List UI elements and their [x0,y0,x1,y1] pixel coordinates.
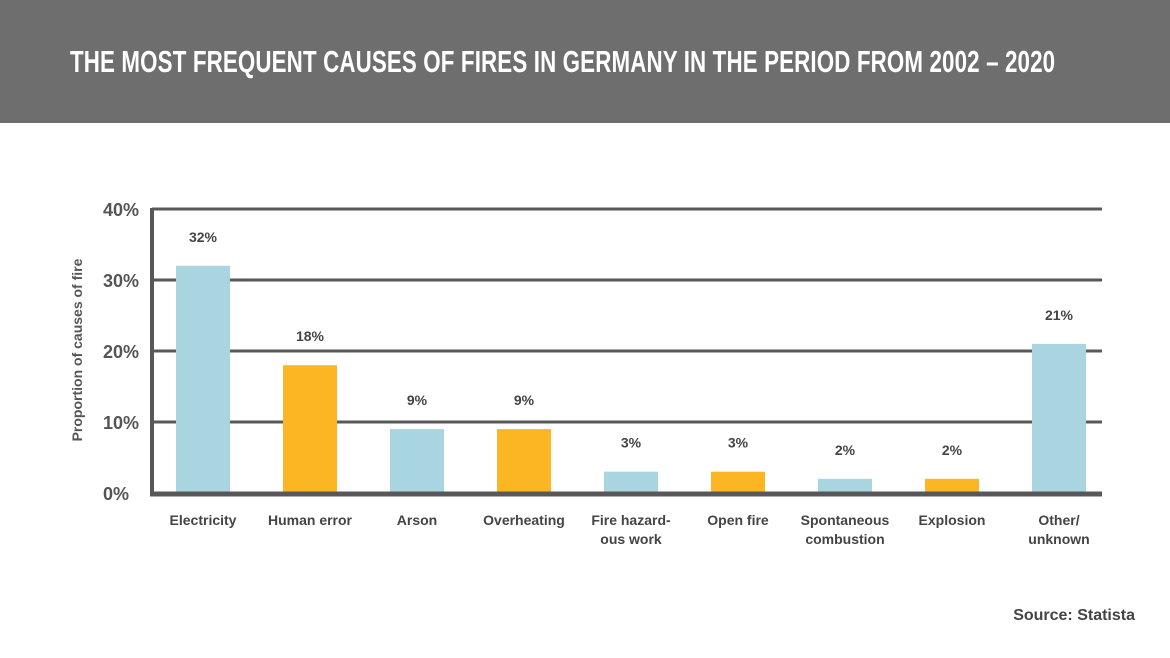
y-tick-label: 20% [103,342,139,362]
x-tick-label: ous work [600,531,662,547]
data-label: 9% [407,392,428,408]
y-tick-label: 30% [103,271,139,291]
bar [604,471,658,493]
bar [1032,343,1086,493]
data-label: 32% [189,229,218,245]
y-tick-label: 40% [103,200,139,220]
data-label: 2% [942,442,963,458]
x-tick-label: Electricity [170,512,237,528]
x-tick-label: Human error [268,512,353,528]
data-label: 2% [835,442,856,458]
x-tick-label: combustion [805,531,884,547]
x-tick-label: Open fire [707,512,769,528]
x-tick-label: Overheating [483,512,565,528]
x-tick-label: Explosion [919,512,986,528]
bar [283,365,337,493]
x-tick-label: Fire hazard- [591,512,671,528]
x-tick-label: Arson [397,512,437,528]
bar [818,478,872,493]
bar [390,429,444,493]
x-tick-label: unknown [1028,531,1089,547]
source-note: Source: Statista [1013,607,1135,624]
y-tick-label: 10% [103,413,139,433]
data-label: 9% [514,392,535,408]
y-axis-label: Proportion of causes of fire [69,258,85,441]
chart-title: THE MOST FREQUENT CAUSES OF FIRES IN GER… [70,44,1056,79]
bar [925,478,979,493]
data-label: 3% [621,435,642,451]
bar [711,471,765,493]
x-tick-label: Spontaneous [801,512,890,528]
y-tick-label: 0% [103,484,129,504]
data-label: 3% [728,435,749,451]
bar [176,265,230,493]
title-banner: THE MOST FREQUENT CAUSES OF FIRES IN GER… [0,0,1170,123]
x-tick-label: Other/ [1038,512,1079,528]
data-label: 18% [296,328,325,344]
data-label: 21% [1045,307,1074,323]
bar [497,429,551,493]
